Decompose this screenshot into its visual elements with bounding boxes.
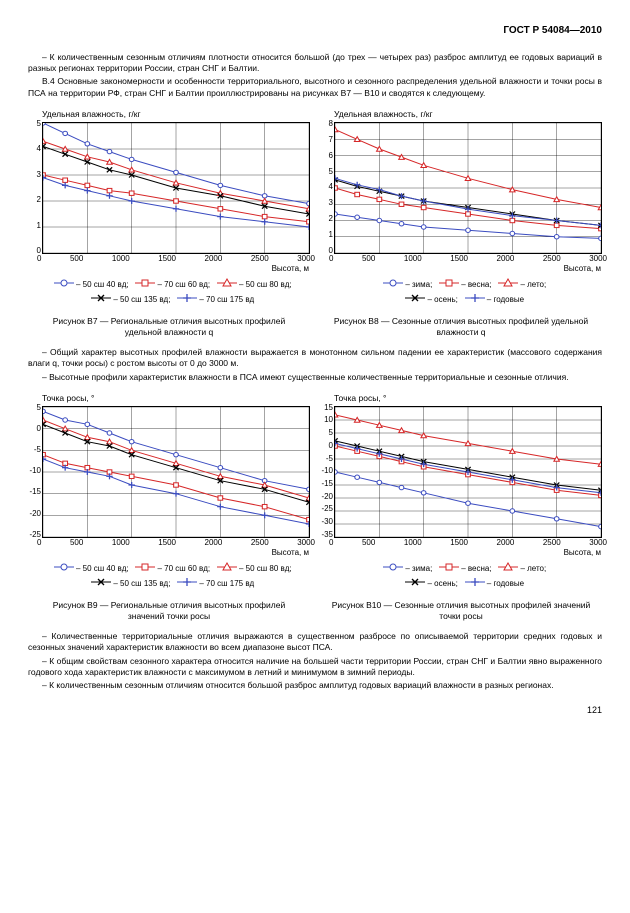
legend-item: – 70 сш 60 вд; [135,280,217,289]
y-axis-label: Точка росы, ° [42,393,310,404]
figure-caption: Рисунок В8 — Сезонные отличия высотных п… [330,316,592,339]
legend-marker-icon [498,278,518,292]
legend-item: – 50 сш 135 вд; [91,579,177,588]
para-4: – Высотные профили характеристик влажнос… [28,372,602,383]
legend-marker-icon [91,577,111,591]
legend-marker-icon [405,577,425,591]
legend-marker-icon [91,293,111,307]
legend-item: – осень; [405,295,464,304]
legend-item: – 70 сш 175 вд [177,579,261,588]
y-ticks: 151050-5-10-15-20-25-30-35 [321,403,333,541]
legend-marker-icon [383,562,403,576]
legend-item: – зима; [383,564,439,573]
x-axis-label: Высота, м [272,548,309,559]
legend-item: – зима; [383,280,439,289]
legend-marker-icon [217,278,237,292]
legend-marker-icon [439,278,459,292]
legend-marker-icon [498,562,518,576]
legend-marker-icon [54,562,74,576]
chart-svg [43,123,309,253]
legend: – зима; – весна; – лето; – осень; – годо… [334,278,602,308]
page-number: 121 [28,704,602,716]
figure-caption: Рисунок В9 — Региональные отличия высотн… [38,600,300,623]
chart-box: 543210050010001500200025003000Высота, м [42,122,310,254]
legend-marker-icon [465,577,485,591]
legend-item: – 70 сш 175 вд [177,295,261,304]
figure-caption: Рисунок В10 — Сезонные отличия высотных … [330,600,592,623]
para-1: – К количественным сезонным отличиям пло… [28,52,602,75]
charts-row-1: Удельная влажность, г/кг 5432100500100015… [28,107,602,344]
legend-marker-icon [465,293,485,307]
x-axis-label: Высота, м [272,264,309,275]
legend-item: – лето; [498,564,553,573]
legend-marker-icon [439,562,459,576]
legend-item: – 50 сш 40 вд; [54,564,136,573]
legend-item: – лето; [498,280,553,289]
legend-marker-icon [54,278,74,292]
charts-row-2: Точка росы, ° 50-5-10-15-20-2505001000150… [28,391,602,628]
legend-item: – 50 сш 80 вд; [217,280,299,289]
figure-caption: Рисунок В7 — Региональные отличия высотн… [38,316,300,339]
legend-item: – весна; [439,564,498,573]
legend-item: – весна; [439,280,498,289]
x-axis-label: Высота, м [564,548,601,559]
legend-item: – 50 сш 80 вд; [217,564,299,573]
legend: – 50 сш 40 вд; – 70 сш 60 вд; – 50 сш 80… [42,562,310,592]
legend-marker-icon [177,293,197,307]
para-5: – Количественные территориальные отличия… [28,631,602,654]
legend-marker-icon [217,562,237,576]
para-7: – К количественным сезонным отличиям отн… [28,680,602,691]
y-axis-label: Удельная влажность, г/кг [334,109,602,120]
chart-b8: Удельная влажность, г/кг 8765432100500100… [320,107,602,344]
chart-box: 876543210050010001500200025003000Высота,… [334,122,602,254]
chart-box: 50-5-10-15-20-25050010001500200025003000… [42,406,310,538]
chart-svg [335,123,601,253]
legend-item: – годовые [465,295,531,304]
chart-svg [335,407,601,537]
y-axis-label: Удельная влажность, г/кг [42,109,310,120]
legend-item: – осень; [405,579,464,588]
x-axis-label: Высота, м [564,264,601,275]
y-ticks: 876543210 [321,119,333,257]
para-6: – К общим свойствам сезонного характера … [28,656,602,679]
chart-b7: Удельная влажность, г/кг 5432100500100015… [28,107,310,344]
para-3: – Общий характер высотных профилей влажн… [28,347,602,370]
legend-item: – 50 сш 135 вд; [91,295,177,304]
chart-svg [43,407,309,537]
legend-marker-icon [177,577,197,591]
legend: – 50 сш 40 вд; – 70 сш 60 вд; – 50 сш 80… [42,278,310,308]
legend-marker-icon [383,278,403,292]
legend-marker-icon [135,562,155,576]
legend-item: – 70 сш 60 вд; [135,564,217,573]
legend-item: – годовые [465,579,531,588]
legend: – зима; – весна; – лето; – осень; – годо… [334,562,602,592]
chart-b9: Точка росы, ° 50-5-10-15-20-2505001000150… [28,391,310,628]
doc-header: ГОСТ Р 54084—2010 [28,24,602,38]
para-2: В.4 Основные закономерности и особенност… [28,76,602,99]
chart-b10: Точка росы, ° 151050-5-10-15-20-25-30-350… [320,391,602,628]
legend-marker-icon [405,293,425,307]
legend-marker-icon [135,278,155,292]
y-axis-label: Точка росы, ° [334,393,602,404]
y-ticks: 543210 [29,119,41,257]
legend-item: – 50 сш 40 вд; [54,280,136,289]
y-ticks: 50-5-10-15-20-25 [29,403,41,541]
chart-box: 151050-5-10-15-20-25-30-3505001000150020… [334,406,602,538]
